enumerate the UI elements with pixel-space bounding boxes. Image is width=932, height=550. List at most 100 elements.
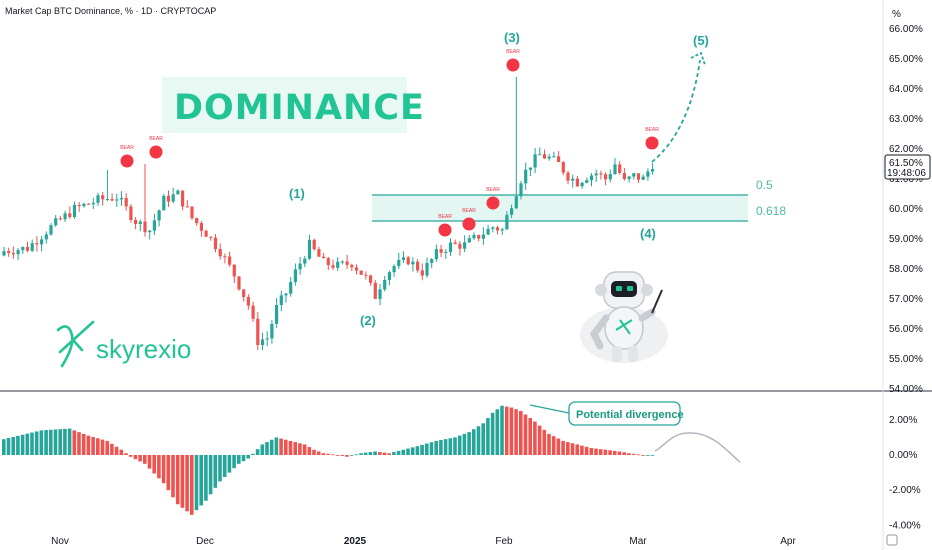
candle-body: [491, 227, 495, 229]
wave-label-2: (2): [360, 313, 376, 328]
histogram-bar: [279, 438, 283, 455]
bear-signal-dot[interactable]: [486, 196, 500, 210]
histogram-bar: [241, 455, 246, 462]
histogram-bar: [138, 455, 142, 462]
candle-body: [378, 289, 382, 299]
histogram-bar: [570, 443, 575, 455]
histogram-bar: [298, 443, 302, 455]
histogram-bar: [392, 452, 396, 455]
y-tick-label: 54.00%: [889, 384, 923, 395]
candle-body: [439, 249, 443, 253]
histogram-bar: [401, 449, 406, 455]
candle-body: [72, 204, 77, 218]
y-tick-label: 65.00%: [889, 54, 923, 65]
candle-body: [392, 266, 396, 273]
candle-body: [7, 251, 11, 254]
candle-body: [218, 249, 222, 257]
wave-5-projection[interactable]: [651, 59, 701, 163]
histogram-bar: [613, 450, 617, 455]
candle-body: [528, 167, 532, 170]
histogram-bar: [302, 444, 307, 455]
histogram-bar: [627, 453, 631, 455]
candle-body: [340, 261, 344, 263]
bear-signal-dot[interactable]: [462, 217, 476, 231]
histogram-bar: [265, 442, 269, 455]
candle-body: [552, 156, 556, 158]
candle-body: [383, 279, 387, 290]
histogram-bar: [91, 436, 95, 455]
histogram-bar: [434, 440, 438, 455]
candle-body: [458, 243, 462, 249]
histogram-bar: [114, 446, 119, 455]
candle-body: [618, 164, 622, 174]
histogram-bar: [171, 455, 175, 498]
histogram-bar: [72, 430, 77, 455]
histogram-bar: [340, 455, 344, 456]
candle-body: [58, 218, 62, 220]
candle-body: [481, 234, 485, 239]
fib-zone[interactable]: [372, 195, 748, 221]
candle-body: [580, 182, 584, 187]
projection-arrow-icon: [690, 51, 706, 66]
x-tick-label: Mar: [629, 536, 647, 547]
x-tick-label: 2025: [344, 536, 367, 547]
x-tick-label: Nov: [51, 536, 69, 547]
histogram-bar: [53, 429, 58, 455]
histogram-bar: [551, 436, 556, 455]
settings-icon[interactable]: [886, 534, 898, 546]
histogram-bar: [96, 438, 100, 455]
candle-body: [16, 250, 20, 255]
candle-body: [401, 257, 406, 260]
osc-tick-label: 0.00%: [889, 450, 917, 461]
histogram-bar: [443, 439, 448, 455]
candles: [2, 77, 655, 351]
histogram-bar: [152, 455, 156, 474]
histogram-bar: [523, 414, 528, 455]
y-tick-label: 66.00%: [889, 24, 923, 35]
histogram-bar: [67, 428, 72, 455]
histogram-bar: [528, 418, 532, 455]
histogram-bar: [561, 440, 565, 455]
histogram-bar: [246, 455, 250, 459]
candle-body: [317, 249, 321, 257]
projected-oscillator-curve: [654, 432, 741, 463]
histogram-bar: [232, 455, 236, 469]
candle-body: [110, 199, 114, 201]
candle-body: [77, 204, 81, 207]
candle-body: [350, 264, 354, 268]
candle-body: [134, 219, 138, 224]
y-tick-label: 59.00%: [889, 234, 923, 245]
candle-body: [157, 210, 161, 221]
y-tick-label: 57.00%: [889, 294, 923, 305]
candle-body: [486, 228, 490, 235]
histogram-bar: [194, 455, 199, 511]
divergence-callout[interactable]: [568, 401, 681, 426]
candle-body: [185, 206, 189, 208]
histogram-bar: [542, 429, 547, 455]
histogram-bar: [420, 444, 424, 455]
candle-body: [307, 239, 312, 259]
bear-signal-label: BEAR: [120, 145, 134, 151]
y-tick-label: 55.00%: [889, 354, 923, 365]
candle-body: [524, 169, 528, 184]
candle-body: [232, 264, 236, 277]
candle-body: [397, 259, 401, 267]
candle-body: [171, 194, 175, 202]
bear-signal-dot[interactable]: [645, 136, 659, 150]
histogram-bar: [490, 412, 495, 455]
bear-signal-dot[interactable]: [149, 145, 163, 159]
histogram-bar: [124, 453, 128, 455]
bear-signal-dot[interactable]: [506, 58, 520, 72]
symbol-title[interactable]: Market Cap BTC Dominance, % · 1D · CRYPT…: [5, 6, 216, 16]
candle-body: [369, 275, 373, 283]
candle-body: [632, 173, 636, 177]
bear-signal-dot[interactable]: [438, 223, 452, 237]
candle-body: [242, 289, 246, 298]
bear-signal-dot[interactable]: [120, 154, 134, 168]
candle-body: [68, 213, 72, 218]
histogram-bar: [147, 455, 152, 469]
histogram-bar: [2, 439, 6, 455]
candle-body: [495, 227, 500, 231]
histogram-bar: [486, 418, 490, 455]
candle-body: [190, 206, 194, 219]
